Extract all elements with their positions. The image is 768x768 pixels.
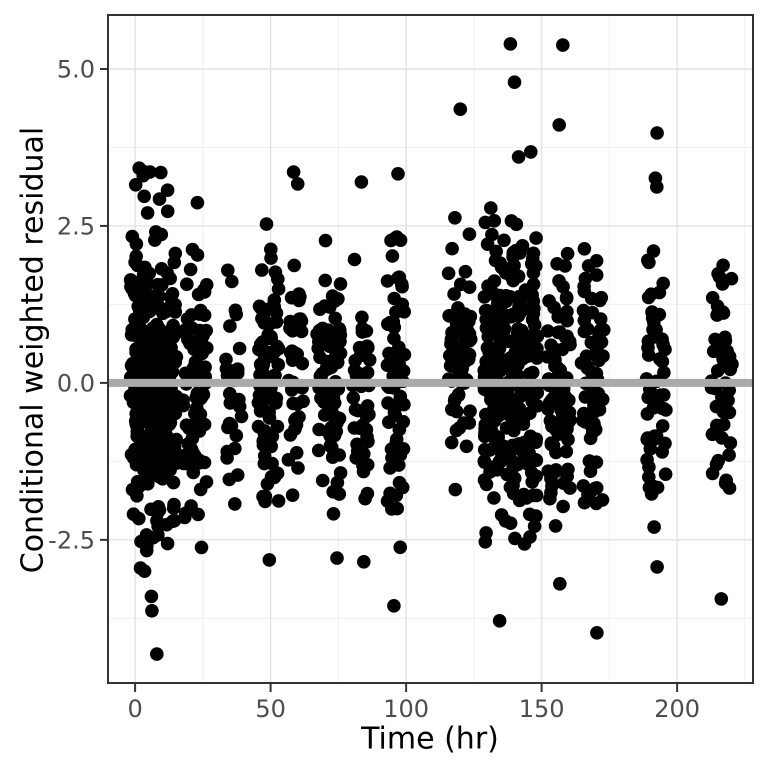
outlier-point	[160, 536, 175, 551]
outlier-point	[714, 592, 729, 606]
y-tick-label: 5.0	[57, 55, 95, 83]
x-tick-labels: 0 50 100 150 200	[127, 695, 700, 723]
outlier-point	[160, 183, 175, 197]
x-tick-label: 150	[519, 695, 565, 723]
outlier-point	[144, 589, 159, 604]
outlier-point	[524, 145, 538, 159]
x-tick-label: 50	[255, 695, 286, 723]
y-tick-label: 2.5	[57, 212, 95, 240]
outlier-point	[552, 118, 566, 132]
outlier-point	[453, 102, 468, 116]
outlier-point	[354, 175, 369, 189]
grid-minor	[108, 15, 753, 683]
outlier-point	[137, 564, 152, 578]
outlier-point	[492, 614, 507, 628]
outlier-point	[650, 180, 664, 194]
outlier-points	[132, 37, 729, 661]
x-tick-label: 200	[654, 695, 700, 723]
outlier-point	[391, 167, 405, 181]
outlier-point	[507, 75, 522, 89]
x-tick-label: 100	[383, 695, 429, 723]
outlier-point	[330, 551, 344, 565]
outlier-point	[650, 126, 664, 140]
outlier-point	[387, 599, 401, 613]
x-tick-label: 0	[127, 695, 142, 723]
outlier-point	[650, 560, 664, 574]
outlier-point	[259, 217, 274, 231]
outlier-point	[503, 37, 518, 51]
outlier-point	[143, 165, 157, 179]
outlier-point	[511, 150, 526, 164]
outlier-point	[556, 38, 570, 52]
outlier-point	[448, 211, 462, 225]
outlier-point	[357, 555, 371, 569]
outlier-point	[145, 604, 159, 618]
outlier-point	[154, 165, 168, 180]
panel-border	[107, 14, 754, 684]
outlier-point	[290, 177, 305, 191]
y-tick-labels: -2.5 0.0 2.5 5.0	[48, 55, 95, 554]
outlier-point	[590, 626, 604, 640]
x-axis-title: Time (hr)	[361, 721, 499, 757]
outlier-point	[150, 647, 164, 661]
outlier-point	[286, 165, 301, 179]
axis-tick-marks	[100, 67, 679, 692]
y-tick-label: 0.0	[57, 369, 95, 397]
outlier-point	[262, 553, 277, 567]
outlier-point	[190, 195, 205, 210]
y-tick-label: -2.5	[48, 526, 95, 554]
outlier-point	[553, 577, 567, 591]
data-points	[123, 164, 739, 558]
outlier-point	[194, 540, 209, 555]
